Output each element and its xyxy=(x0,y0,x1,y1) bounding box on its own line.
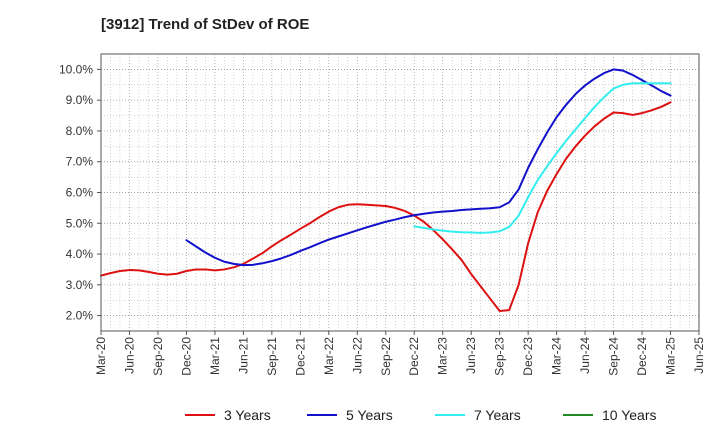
legend-label-3-years: 3 Years xyxy=(224,407,271,423)
x-tick-label: Mar-24 xyxy=(550,337,564,375)
x-tick-label: Sep-20 xyxy=(151,337,165,376)
y-tick-label: 8.0% xyxy=(66,124,94,138)
y-tick-label: 5.0% xyxy=(66,216,94,230)
x-tick-label: Dec-20 xyxy=(179,337,193,376)
x-tick-label: Dec-24 xyxy=(635,337,649,376)
legend-label-5-years: 5 Years xyxy=(346,407,393,423)
x-tick-label: Dec-23 xyxy=(521,337,535,376)
x-tick-label: Mar-20 xyxy=(94,337,108,375)
x-tick-label: Jun-25 xyxy=(692,337,706,374)
series-line-3-years xyxy=(100,101,672,312)
x-tick-label: Mar-22 xyxy=(322,337,336,375)
x-tick-label: Sep-21 xyxy=(265,337,279,376)
x-tick-label: Mar-25 xyxy=(664,337,678,375)
y-tick-label: 4.0% xyxy=(66,247,94,261)
y-tick-label: 2.0% xyxy=(66,309,94,323)
chart-title: [3912] Trend of StDev of ROE xyxy=(101,16,310,33)
x-tick-label: Sep-23 xyxy=(493,337,507,376)
x-axis-ticks: Mar-20 Jun-20 Sep-20 Dec-20 Mar-21 Jun-21 Sep-… xyxy=(94,331,706,376)
y-tick-label: 10.0% xyxy=(59,62,93,76)
x-tick-label: Jun-20 xyxy=(122,337,136,374)
gridlines xyxy=(100,53,700,332)
x-tick-label: Mar-23 xyxy=(436,337,450,375)
x-tick-label: Mar-21 xyxy=(208,337,222,375)
y-tick-label: 7.0% xyxy=(66,155,94,169)
plot-area-border xyxy=(100,53,700,332)
x-tick-label: Sep-24 xyxy=(607,337,621,376)
series-line-5-years xyxy=(185,68,672,267)
y-tick-label: 3.0% xyxy=(66,278,94,292)
series-lines xyxy=(100,68,672,312)
x-tick-label: Jun-23 xyxy=(464,337,478,374)
series-line-7-years xyxy=(413,82,672,234)
x-tick-label: Sep-22 xyxy=(379,337,393,376)
y-tick-label: 6.0% xyxy=(66,186,94,200)
legend-label-10-years: 10 Years xyxy=(602,407,657,423)
x-tick-label: Jun-22 xyxy=(350,337,364,374)
y-tick-label: 9.0% xyxy=(66,93,94,107)
x-tick-label: Dec-21 xyxy=(293,337,307,376)
y-axis-ticks: 2.0% 3.0% 4.0% 5.0% 6.0% 7.0% 8.0% 9.0% 10.0% xyxy=(59,62,101,323)
x-tick-label: Jun-24 xyxy=(578,337,592,374)
x-tick-label: Dec-22 xyxy=(407,337,421,376)
legend-label-7-years: 7 Years xyxy=(474,407,521,423)
legend: 3 Years 5 Years 7 Years 10 Years xyxy=(185,407,657,423)
x-tick-label: Jun-21 xyxy=(236,337,250,374)
